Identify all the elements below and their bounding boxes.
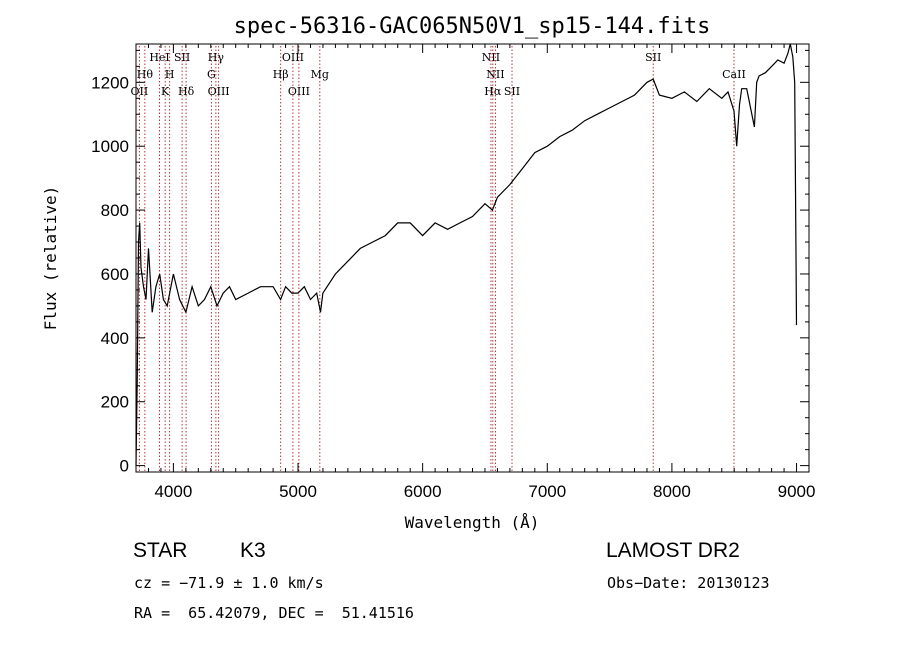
observation-date: Obs−Date: 20130123 (607, 574, 770, 592)
x-tick-label: 6000 (404, 482, 442, 501)
spectral-line-label: HeI (149, 51, 169, 64)
spectral-line-label: NII (486, 68, 504, 81)
x-axis-label: Wavelength (Å) (405, 513, 540, 532)
spectral-line-label: K (161, 85, 170, 98)
y-tick-label: 200 (101, 393, 129, 412)
spectrum-series-line (135, 43, 798, 466)
spectral-line-label: Hδ (178, 85, 195, 98)
y-tick-label: 400 (101, 329, 129, 348)
spectral-line-label: Hα (484, 85, 502, 98)
chart-title: spec-56316-GAC065N50V1_sp15-144.fits (234, 14, 711, 39)
spectral-line-label: OII (131, 85, 149, 98)
spectral-line-label: Hγ (208, 51, 225, 64)
spectral-line-label: OIII (288, 85, 310, 98)
y-tick-label: 1000 (91, 137, 129, 156)
object-type: STAR (133, 539, 188, 562)
object-subclass: K3 (240, 539, 266, 562)
spectral-line-label: NII (482, 51, 500, 64)
spectral-line-label: SII (174, 51, 190, 64)
y-axis: 0 200 400 600 800 1000 1200 (91, 49, 809, 476)
spectral-line-label: Hβ (273, 68, 289, 81)
x-tick-label: 9000 (778, 482, 816, 501)
x-tick-label: 7000 (528, 482, 566, 501)
y-tick-label: 800 (101, 201, 129, 220)
spectral-line-label: CaII (722, 68, 746, 81)
spectral-line-label: G (207, 68, 216, 81)
spectral-line-label: SII (645, 51, 661, 64)
x-tick-label: 4000 (154, 482, 192, 501)
spectral-line-label: Hθ (137, 68, 154, 81)
redshift-cz: cz = −71.9 ± 1.0 km/s (134, 574, 324, 592)
spectral-line-label: H (165, 68, 175, 81)
plot-frame (135, 43, 810, 473)
y-tick-label: 0 (120, 457, 129, 476)
spectral-line-label: SII (504, 85, 520, 98)
spectral-line-label: OIII (282, 51, 304, 64)
spectral-line-label: OIII (208, 85, 230, 98)
spectral-line-markers: OIIHθHeIKHSIIHδGHγOIIIHβOIIIOIIIMgNIIHαN… (131, 46, 746, 472)
coordinates: RA = 65.42079, DEC = 51.41516 (134, 604, 414, 622)
x-tick-label: 5000 (279, 482, 317, 501)
survey-name: LAMOST DR2 (606, 539, 740, 562)
y-tick-label: 1200 (91, 73, 129, 92)
x-axis: 4000 5000 6000 7000 8000 9000 (135, 44, 816, 501)
spectral-line-label: Mg (311, 68, 329, 81)
y-axis-label: Flux (relative) (41, 186, 60, 331)
x-tick-label: 8000 (653, 482, 691, 501)
y-tick-label: 600 (101, 265, 129, 284)
